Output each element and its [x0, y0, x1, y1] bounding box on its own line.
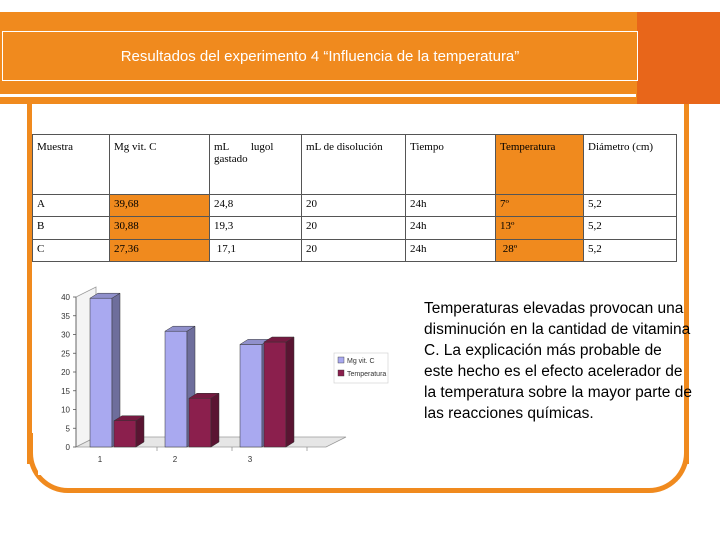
header-mg-vitc: Mg vit. C — [109, 134, 210, 195]
table-cell: 13º — [495, 216, 584, 240]
table-cell: 24h — [405, 193, 496, 218]
bar-top — [263, 336, 295, 343]
table-cell: 24h — [405, 238, 496, 263]
title-box: Resultados del experimento 4 “Influencia… — [2, 31, 638, 81]
header-temperatura: Temperatura — [495, 134, 584, 195]
table-cell: 7º — [495, 193, 584, 218]
y-tick-label: 40 — [61, 293, 70, 302]
table-cell: 24,8 — [209, 193, 302, 218]
table-cell: 5,2 — [583, 216, 677, 240]
table-cell: 39,68 — [109, 193, 210, 218]
y-tick-label: 30 — [61, 331, 70, 340]
frame-right — [684, 104, 689, 464]
table-cell: 28º — [495, 238, 584, 263]
table-cell: 20 — [301, 193, 406, 218]
x-tick-label: 1 — [98, 455, 103, 464]
x-tick-label: 2 — [173, 455, 178, 464]
table-cell: 20 — [301, 238, 406, 263]
bar-top — [164, 325, 196, 332]
bar — [113, 420, 137, 448]
frame-left — [27, 104, 32, 464]
table-cell: 17,1 — [209, 238, 302, 263]
header-notch — [693, 0, 720, 12]
bar — [164, 330, 188, 448]
bar-side — [135, 415, 145, 448]
legend-swatch — [337, 369, 345, 377]
bar — [239, 344, 263, 448]
table-row: A 39,68 24,8 20 24h 7º 5,2 — [32, 193, 677, 218]
bar-top — [188, 393, 220, 399]
table-cell: 27,36 — [109, 238, 210, 263]
table-cell: 24h — [405, 216, 496, 240]
bar-top — [89, 292, 121, 299]
table-cell: 20 — [301, 216, 406, 240]
bar-side — [285, 336, 295, 448]
y-tick-label: 5 — [66, 424, 71, 433]
table-row: C 27,36 17,1 20 24h 28º 5,2 — [32, 238, 677, 263]
table-row: B 30,88 19,3 20 24h 13º 5,2 — [32, 216, 677, 240]
bar — [89, 297, 113, 448]
legend-swatch — [337, 356, 345, 364]
y-tick-label: 0 — [66, 443, 71, 452]
bar-side — [210, 392, 220, 448]
page-title: Resultados del experimento 4 “Influencia… — [120, 47, 520, 65]
y-tick-label: 15 — [61, 387, 70, 396]
y-tick-label: 10 — [61, 406, 70, 415]
bar-chart-svg: 0 5 10 15 20 25 30 35 40 1 2 3 Mg vit. C Temperatura — [61, 286, 389, 464]
results-table: Muestra Mg vit. C mL lugol gastado mL de… — [32, 134, 677, 263]
x-tick-label: 3 — [248, 455, 253, 464]
table-cell: 30,88 — [109, 216, 210, 240]
bar-top — [113, 415, 145, 421]
bar-chart: 0 5 10 15 20 25 30 35 40 1 2 3 Mg vit. C Temperatura — [38, 283, 390, 475]
description-text: Temperaturas elevadas provocan una dismi… — [424, 300, 692, 422]
table-cell: 5,2 — [583, 193, 677, 218]
table-cell: B — [32, 216, 110, 240]
table-cell: 19,3 — [209, 216, 302, 240]
y-tick-label: 25 — [61, 349, 70, 358]
header-divider — [0, 94, 636, 97]
legend-label: Temperatura — [347, 371, 386, 378]
bar — [188, 398, 212, 448]
legend-label: Mg vit. C — [347, 358, 375, 365]
table-header-row: Muestra Mg vit. C mL lugol gastado mL de… — [32, 134, 677, 195]
frame-bottom — [28, 433, 689, 493]
y-tick-label: 20 — [61, 368, 70, 377]
header-ml-lugol: mL lugol gastado — [209, 134, 302, 195]
table-cell: C — [32, 238, 110, 263]
header-diametro: Diámetro (cm) — [583, 134, 677, 195]
y-tick-label: 35 — [61, 312, 70, 321]
table-cell: A — [32, 193, 110, 218]
header-muestra: Muestra — [32, 134, 110, 195]
header-ml-disolucion: mL de disolución — [301, 134, 406, 195]
header-band-accent — [637, 12, 720, 104]
bar — [263, 341, 287, 448]
header-tiempo: Tiempo — [405, 134, 496, 195]
table-cell: 5,2 — [583, 238, 677, 263]
